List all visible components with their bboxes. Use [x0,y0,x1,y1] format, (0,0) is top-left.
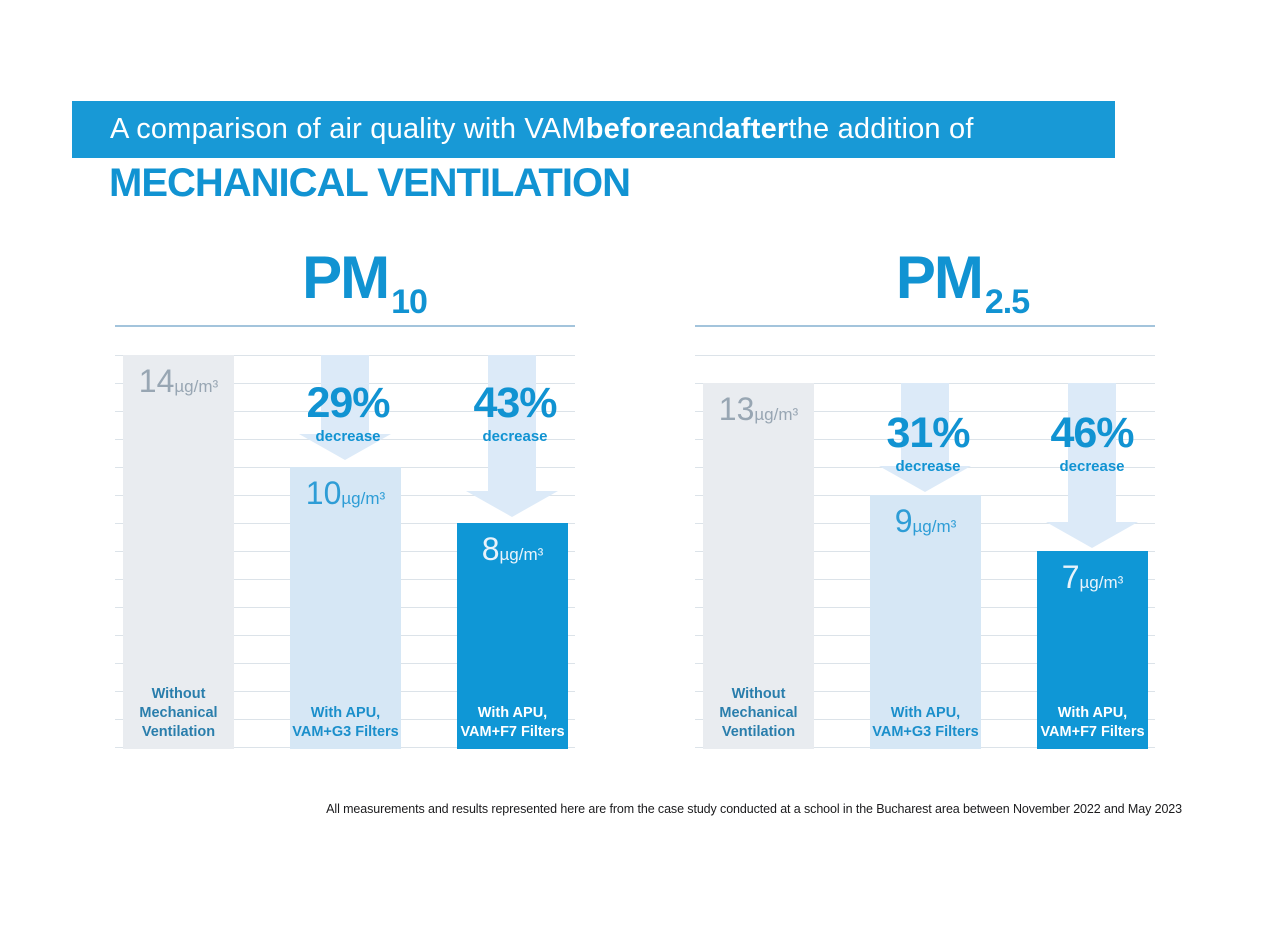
bar-value-unit: µg/m³ [174,377,219,396]
decrease-label: decrease [482,428,548,445]
bar-with-apu-vam-f7: 8µg/m³ With APU, VAM+F7 Filters [457,523,568,749]
header-banner: A comparison of air quality with VAM bef… [72,101,1115,158]
footnote: All measurements and results represented… [326,802,1182,816]
decrease-annotation: 31% decrease [833,409,1023,476]
bar-without-mechanical-ventilation: 13µg/m³ Without Mechanical Ventilation [703,383,814,749]
banner-text-before: before [585,113,676,145]
bar-category-label: With APU, VAM+F7 Filters [1040,704,1145,740]
bar-value: 7µg/m³ [1037,559,1148,596]
bar-value: 14µg/m³ [123,363,234,400]
decrease-arrow-icon [1046,383,1138,548]
bar-category-label: Without Mechanical Ventilation [139,685,218,740]
chart-title-base: PM [895,244,984,311]
chart-title-subscript: 10 [391,283,428,321]
plot-area-pm25: 13µg/m³ Without Mechanical Ventilation 9… [695,355,1155,749]
decrease-label: decrease [1059,458,1125,475]
page-title: MECHANICAL VENTILATION [109,161,631,205]
banner-text-part3: the addition of [788,113,974,145]
decrease-arrow-icon [879,383,971,492]
banner-text-after: after [724,113,789,145]
decrease-annotation: 43% decrease [420,379,610,446]
bar-category-label: With APU, VAM+G3 Filters [292,704,399,740]
chart-title-subscript: 2.5 [984,283,1030,321]
bar-value-unit: µg/m³ [341,489,386,508]
banner-text-part1: A comparison of air quality with VAM [110,113,586,145]
bar-with-apu-vam-f7: 7µg/m³ With APU, VAM+F7 Filters [1037,551,1148,749]
banner-text-part2: and [675,113,725,145]
bar-value-unit: µg/m³ [1079,573,1124,592]
bar-value-number: 13 [718,391,755,427]
decrease-arrow-icon [466,355,558,517]
bar-category-label: With APU, VAM+F7 Filters [460,704,565,740]
bar-value-number: 10 [305,475,342,511]
bar-with-apu-vam-g3: 10µg/m³ With APU, VAM+G3 Filters [290,467,401,749]
decrease-percent: 31% [886,409,970,457]
decrease-percent: 43% [473,379,557,427]
bar-value: 8µg/m³ [457,531,568,568]
bar-without-mechanical-ventilation: 14µg/m³ Without Mechanical Ventilation [123,355,234,749]
bar-value: 13µg/m³ [703,391,814,428]
bar-value: 10µg/m³ [290,475,401,512]
chart-pm10: PM10 14µg/m³ Without Mechanical Ventilat… [115,240,575,752]
chart-title-pm10: PM10 [133,248,593,320]
decrease-label: decrease [895,458,961,475]
bar-with-apu-vam-g3: 9µg/m³ With APU, VAM+G3 Filters [870,495,981,749]
bar-value: 9µg/m³ [870,503,981,540]
decrease-annotation: 46% decrease [997,409,1187,476]
title-underline [115,325,575,327]
bar-value-unit: µg/m³ [754,405,799,424]
bar-value-number: 9 [894,503,913,539]
chart-pm25: PM2.5 13µg/m³ Without Mechanical Ventila… [695,240,1155,752]
chart-title-pm25: PM2.5 [731,248,1191,320]
plot-area-pm10: 14µg/m³ Without Mechanical Ventilation 1… [115,355,575,749]
bar-value-number: 14 [138,363,175,399]
title-underline [695,325,1155,327]
bar-category-label: With APU, VAM+G3 Filters [872,704,979,740]
bar-value-number: 7 [1061,559,1080,595]
bar-value-unit: µg/m³ [499,545,544,564]
decrease-label: decrease [315,428,381,445]
decrease-percent: 46% [1050,409,1134,457]
decrease-annotation: 29% decrease [253,379,443,446]
decrease-percent: 29% [306,379,390,427]
chart-title-base: PM [302,244,390,311]
bar-category-label: Without Mechanical Ventilation [719,685,798,740]
bar-value-unit: µg/m³ [912,517,957,536]
bar-value-number: 8 [481,531,500,567]
decrease-arrow-icon [299,355,391,460]
